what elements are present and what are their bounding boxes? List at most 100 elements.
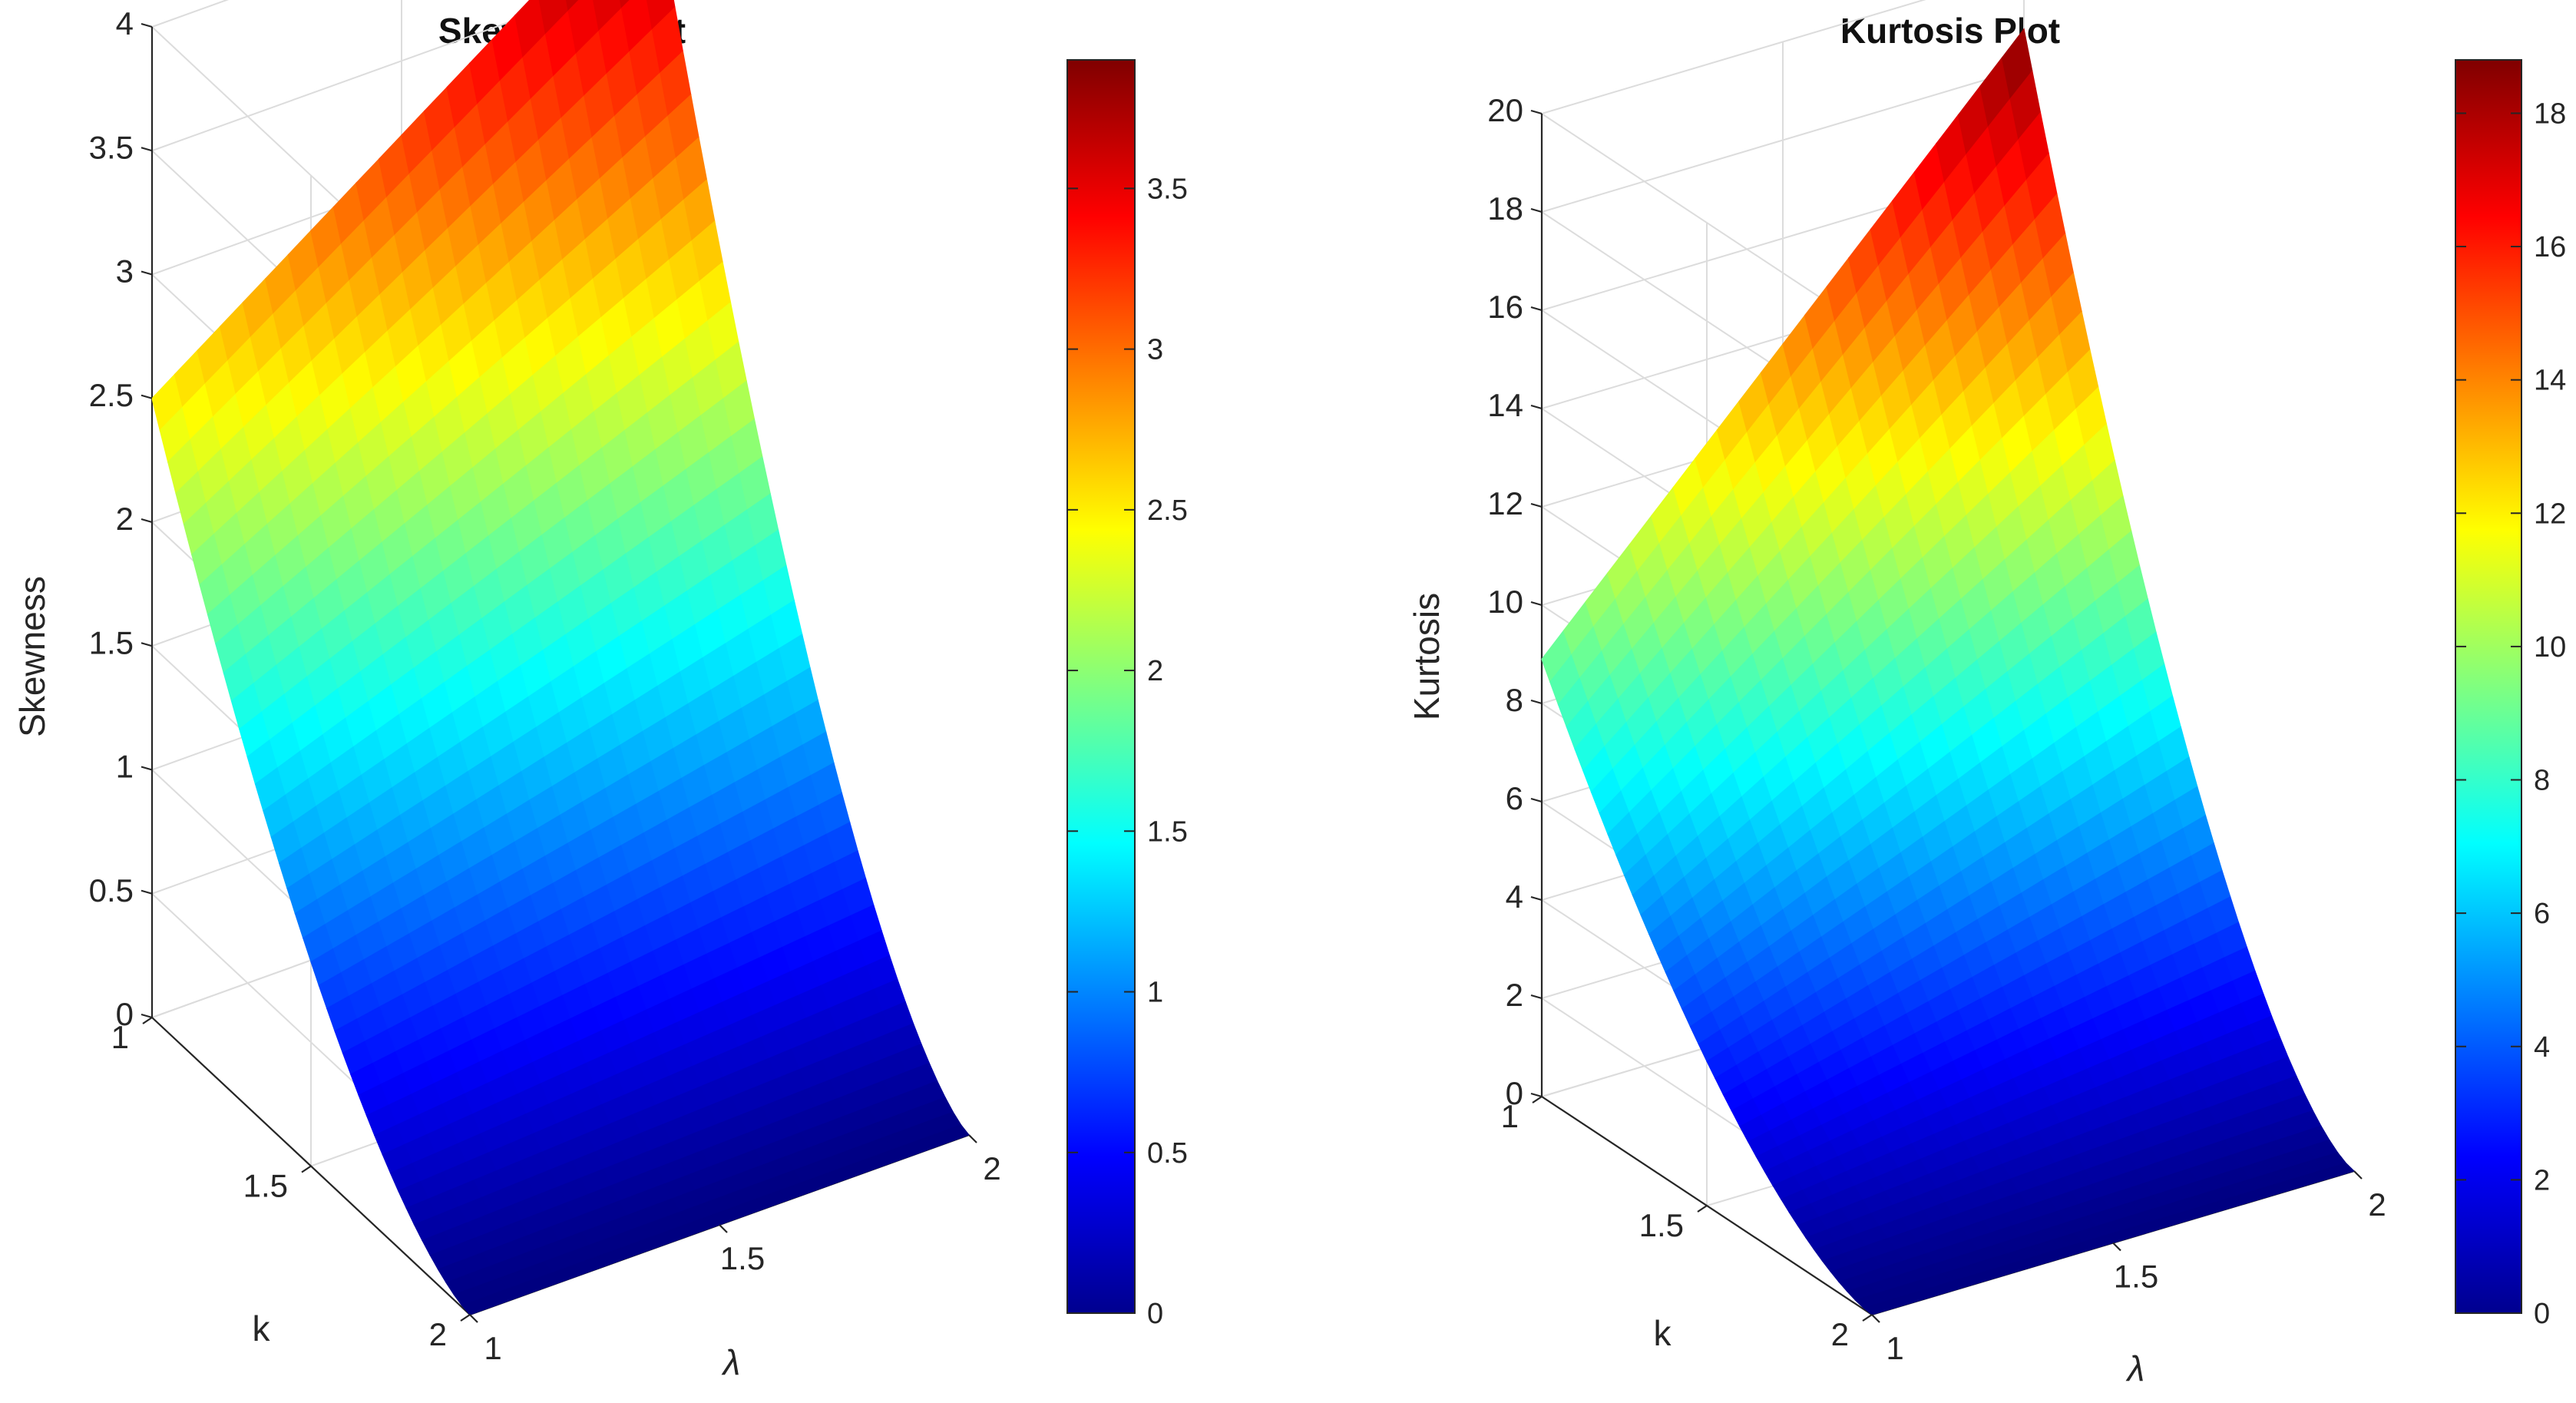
z-tick-label: 1.5 bbox=[89, 624, 134, 660]
k-tick-mark bbox=[142, 1017, 153, 1024]
z-tick-label: 6 bbox=[1506, 780, 1523, 816]
colorbar-tick-label: 3 bbox=[1147, 334, 1163, 366]
z-tick-mark bbox=[141, 766, 153, 771]
lambda-tick-mark bbox=[469, 1314, 478, 1323]
z-tick-label: 12 bbox=[1487, 485, 1523, 521]
z-axis-label: Kurtosis bbox=[1407, 593, 1447, 720]
lambda-tick-mark bbox=[968, 1134, 977, 1143]
k-tick-labels: 11.52 bbox=[1501, 1096, 1873, 1352]
surface bbox=[151, 0, 970, 1315]
z-tick-mark bbox=[141, 394, 153, 399]
z-tick-mark bbox=[141, 1013, 153, 1019]
colorbar-tick-label: 2.5 bbox=[1147, 495, 1188, 527]
lambda-tick-label: 2 bbox=[2368, 1186, 2386, 1223]
lambda-tick-mark bbox=[2112, 1242, 2121, 1252]
z-tick-mark bbox=[1530, 601, 1543, 607]
colorbar-tick-label: 2 bbox=[2534, 1164, 2550, 1196]
k-axis-label: k bbox=[253, 1309, 271, 1348]
colorbar-tick-label: 10 bbox=[2534, 631, 2566, 663]
z-tick-label: 0 bbox=[1506, 1075, 1523, 1111]
z-tick-mark bbox=[141, 147, 153, 152]
z-tick-mark bbox=[1530, 699, 1543, 705]
lambda-axis-label: λ bbox=[721, 1342, 741, 1382]
z-tick-mark bbox=[1530, 1092, 1543, 1098]
z-tick-label: 2 bbox=[1506, 977, 1523, 1013]
k-tick-mark bbox=[460, 1314, 471, 1322]
lambda-tick-labels: 11.52 bbox=[1871, 1170, 2386, 1366]
z-tick-label: 16 bbox=[1487, 289, 1523, 325]
colorbar-tick-label: 12 bbox=[2534, 498, 2566, 530]
lambda-tick-mark bbox=[719, 1224, 728, 1233]
lambda-tick-label: 1 bbox=[484, 1330, 501, 1366]
z-tick-label: 2.5 bbox=[89, 377, 134, 413]
z-tick-labels: 0 0.5 1 1.5 2 2.5 3 3.5 4 bbox=[89, 5, 153, 1032]
colorbar-tick-label: 18 bbox=[2534, 98, 2566, 130]
z-tick-label: 14 bbox=[1487, 387, 1523, 423]
z-tick-mark bbox=[1530, 994, 1543, 1000]
z-tick-label: 4 bbox=[116, 5, 134, 41]
z-tick-mark bbox=[1530, 895, 1543, 902]
k-tick-mark bbox=[1532, 1096, 1543, 1104]
z-tick-label: 2 bbox=[116, 501, 134, 537]
z-tick-label: 8 bbox=[1506, 682, 1523, 718]
z-tick-label: 4 bbox=[1506, 879, 1523, 915]
z-tick-label: 0.5 bbox=[89, 872, 134, 908]
k-tick-label: 1.5 bbox=[1639, 1207, 1684, 1243]
k-tick-label: 1 bbox=[111, 1019, 129, 1055]
z-tick-labels: 0 2 4 6 8 10 12 14 16 18 20 bbox=[1487, 92, 1543, 1111]
z-tick-mark bbox=[1530, 502, 1543, 508]
z-tick-mark bbox=[1530, 109, 1543, 115]
colorbar-tick-label: 1.5 bbox=[1147, 816, 1188, 848]
z-tick-mark bbox=[1530, 797, 1543, 803]
colorbar: 0 2 4 6 8 10 12 14 16 18 bbox=[2455, 59, 2566, 1330]
colorbar: 0 0.5 1 1.5 2 2.5 3 3.5 bbox=[1066, 59, 1188, 1330]
colorbar-tick-label: 2 bbox=[1147, 655, 1163, 687]
z-tick-mark bbox=[141, 518, 153, 524]
colorbar-tick-label: 3.5 bbox=[1147, 173, 1188, 205]
z-tick-label: 3.5 bbox=[89, 129, 134, 165]
colorbar-tick-label: 4 bbox=[2534, 1031, 2550, 1064]
colorbar-gradient bbox=[1066, 59, 1136, 1314]
k-tick-label: 1 bbox=[1501, 1098, 1519, 1134]
z-tick-label: 20 bbox=[1487, 92, 1523, 128]
colorbar-tick-label: 0 bbox=[1147, 1298, 1163, 1330]
lambda-tick-label: 2 bbox=[983, 1150, 1000, 1186]
colorbar-tick-label: 16 bbox=[2534, 231, 2566, 263]
z-tick-label: 3 bbox=[116, 253, 134, 290]
z-tick-label: 10 bbox=[1487, 584, 1523, 620]
lambda-axis-label: λ bbox=[2125, 1348, 2145, 1388]
k-tick-mark bbox=[1862, 1314, 1873, 1322]
surface bbox=[1541, 28, 2356, 1315]
colorbar-tick-label: 0 bbox=[2534, 1298, 2550, 1330]
colorbar-tick-label: 1 bbox=[1147, 977, 1163, 1009]
k-tick-label: 1.5 bbox=[243, 1168, 288, 1204]
z-tick-mark bbox=[141, 642, 153, 647]
k-tick-mark bbox=[301, 1165, 312, 1173]
colorbar-tick-label: 14 bbox=[2534, 365, 2566, 397]
z-tick-label: 1 bbox=[116, 749, 134, 785]
k-axis-label: k bbox=[1654, 1313, 1672, 1353]
z-tick-mark bbox=[1530, 404, 1543, 410]
lambda-tick-label: 1.5 bbox=[720, 1240, 765, 1276]
lambda-tick-label: 1.5 bbox=[2114, 1259, 2158, 1295]
z-tick-mark bbox=[1530, 306, 1543, 312]
lambda-tick-mark bbox=[1871, 1314, 1880, 1323]
z-axis-label: Skewness bbox=[12, 576, 52, 737]
z-tick-mark bbox=[1530, 207, 1543, 213]
lambda-tick-mark bbox=[2353, 1170, 2363, 1180]
z-tick-label: 18 bbox=[1487, 190, 1523, 227]
z-tick-mark bbox=[141, 22, 153, 28]
k-tick-label: 2 bbox=[1831, 1316, 1849, 1352]
colorbar-tick-label: 8 bbox=[2534, 765, 2550, 797]
z-tick-mark bbox=[141, 889, 153, 895]
k-tick-label: 2 bbox=[429, 1316, 447, 1352]
k-tick-mark bbox=[1697, 1205, 1708, 1213]
colorbar-gradient bbox=[2455, 59, 2522, 1314]
skewness-chart: Skewness Plot 00.511.522.533.54 11.52 11… bbox=[12, 0, 1188, 1382]
lambda-tick-label: 1 bbox=[1886, 1330, 1903, 1366]
z-tick-label: 0 bbox=[116, 996, 134, 1032]
z-tick-mark bbox=[141, 270, 153, 276]
colorbar-tick-label: 0.5 bbox=[1147, 1137, 1188, 1170]
